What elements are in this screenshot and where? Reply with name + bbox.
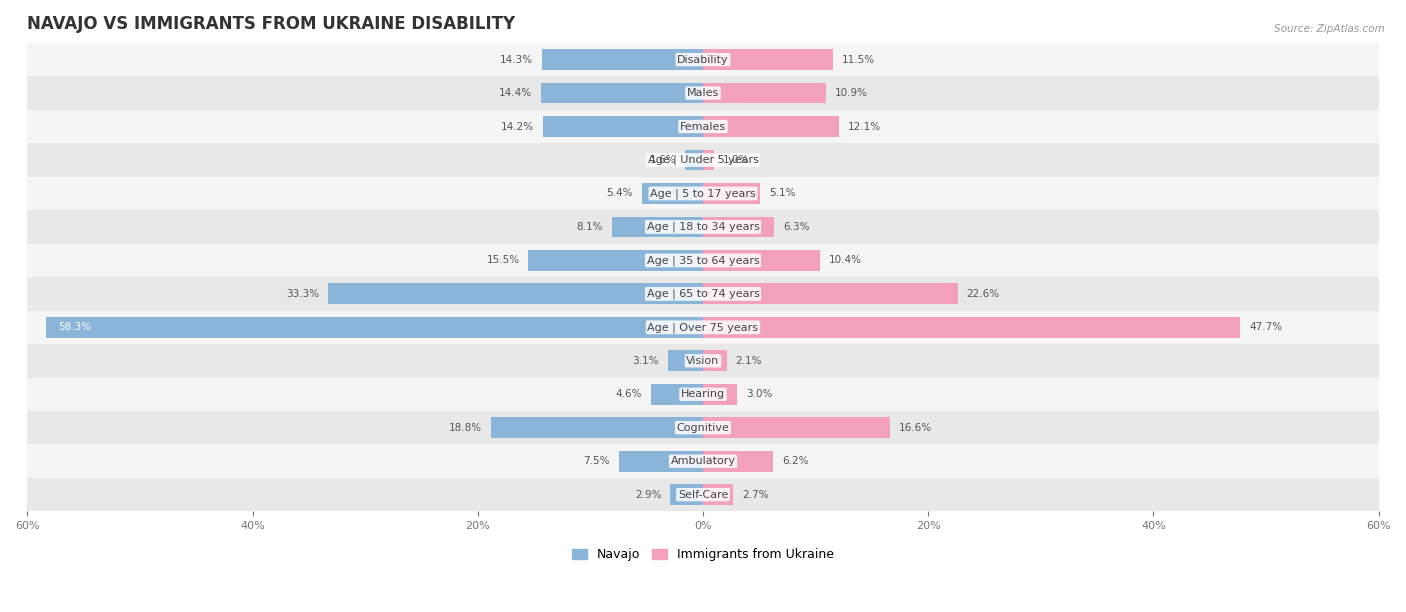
Text: 14.4%: 14.4% (499, 88, 531, 98)
Bar (27, 378, 1379, 411)
Bar (27, 411, 1379, 444)
Text: Age | 35 to 64 years: Age | 35 to 64 years (647, 255, 759, 266)
Bar (27, 210, 1379, 244)
Text: 15.5%: 15.5% (486, 255, 519, 266)
Text: Ambulatory: Ambulatory (671, 456, 735, 466)
Text: Age | Under 5 years: Age | Under 5 years (648, 155, 758, 165)
Bar (27, 444, 1379, 478)
Bar (703, 351, 727, 371)
Text: 10.9%: 10.9% (835, 88, 868, 98)
Bar (27, 244, 1379, 277)
Bar (27, 110, 1379, 143)
Text: 14.3%: 14.3% (499, 54, 533, 65)
Bar (643, 183, 703, 204)
Text: 6.2%: 6.2% (782, 456, 808, 466)
Text: 58.3%: 58.3% (58, 323, 91, 332)
Bar (703, 283, 957, 304)
Text: Cognitive: Cognitive (676, 423, 730, 433)
Text: Age | 18 to 34 years: Age | 18 to 34 years (647, 222, 759, 232)
Bar (529, 250, 703, 271)
Bar (27, 76, 1379, 110)
Bar (27, 478, 1379, 512)
Text: 3.0%: 3.0% (745, 389, 772, 399)
Text: 14.2%: 14.2% (501, 122, 534, 132)
Text: 33.3%: 33.3% (285, 289, 319, 299)
Bar (46, 317, 703, 338)
Text: Males: Males (688, 88, 718, 98)
Bar (27, 344, 1379, 378)
Bar (671, 484, 703, 505)
Text: NAVAJO VS IMMIGRANTS FROM UKRAINE DISABILITY: NAVAJO VS IMMIGRANTS FROM UKRAINE DISABI… (27, 15, 516, 33)
Bar (685, 150, 703, 170)
Text: 3.1%: 3.1% (633, 356, 659, 366)
Bar (651, 384, 703, 405)
Text: Disability: Disability (678, 54, 728, 65)
Bar (27, 311, 1379, 344)
Bar (703, 183, 761, 204)
Bar (703, 484, 734, 505)
Text: 7.5%: 7.5% (583, 456, 610, 466)
Text: 10.4%: 10.4% (830, 255, 862, 266)
Bar (703, 451, 773, 472)
Bar (703, 384, 737, 405)
Bar (703, 417, 890, 438)
Bar (612, 217, 703, 237)
Text: 11.5%: 11.5% (842, 54, 875, 65)
Text: 2.1%: 2.1% (735, 356, 762, 366)
Bar (703, 250, 820, 271)
Text: Age | Over 75 years: Age | Over 75 years (648, 322, 758, 332)
Text: Females: Females (681, 122, 725, 132)
Bar (27, 277, 1379, 311)
Bar (27, 43, 1379, 76)
Text: 1.0%: 1.0% (723, 155, 749, 165)
Text: 18.8%: 18.8% (449, 423, 482, 433)
Bar (703, 83, 825, 103)
Bar (27, 143, 1379, 177)
Text: 12.1%: 12.1% (848, 122, 882, 132)
Text: 47.7%: 47.7% (1249, 323, 1282, 332)
Bar (703, 150, 714, 170)
Text: Age | 65 to 74 years: Age | 65 to 74 years (647, 289, 759, 299)
Bar (619, 451, 703, 472)
Text: 1.6%: 1.6% (650, 155, 676, 165)
Bar (703, 217, 773, 237)
Text: Vision: Vision (686, 356, 720, 366)
Legend: Navajo, Immigrants from Ukraine: Navajo, Immigrants from Ukraine (567, 543, 839, 566)
Text: 22.6%: 22.6% (966, 289, 1000, 299)
Text: 16.6%: 16.6% (898, 423, 932, 433)
Text: Source: ZipAtlas.com: Source: ZipAtlas.com (1274, 24, 1385, 34)
Bar (703, 49, 832, 70)
Bar (668, 351, 703, 371)
Bar (27, 177, 1379, 210)
Bar (703, 317, 1240, 338)
Text: 5.4%: 5.4% (606, 188, 633, 198)
Text: 8.1%: 8.1% (576, 222, 603, 232)
Text: 4.6%: 4.6% (616, 389, 643, 399)
Bar (328, 283, 703, 304)
Text: 2.9%: 2.9% (636, 490, 661, 499)
Bar (543, 116, 703, 137)
Bar (541, 49, 703, 70)
Text: Self-Care: Self-Care (678, 490, 728, 499)
Bar (703, 116, 839, 137)
Bar (541, 83, 703, 103)
Text: 2.7%: 2.7% (742, 490, 769, 499)
Text: 6.3%: 6.3% (783, 222, 810, 232)
Text: 5.1%: 5.1% (769, 188, 796, 198)
Text: Hearing: Hearing (681, 389, 725, 399)
Bar (491, 417, 703, 438)
Text: Age | 5 to 17 years: Age | 5 to 17 years (650, 188, 756, 199)
